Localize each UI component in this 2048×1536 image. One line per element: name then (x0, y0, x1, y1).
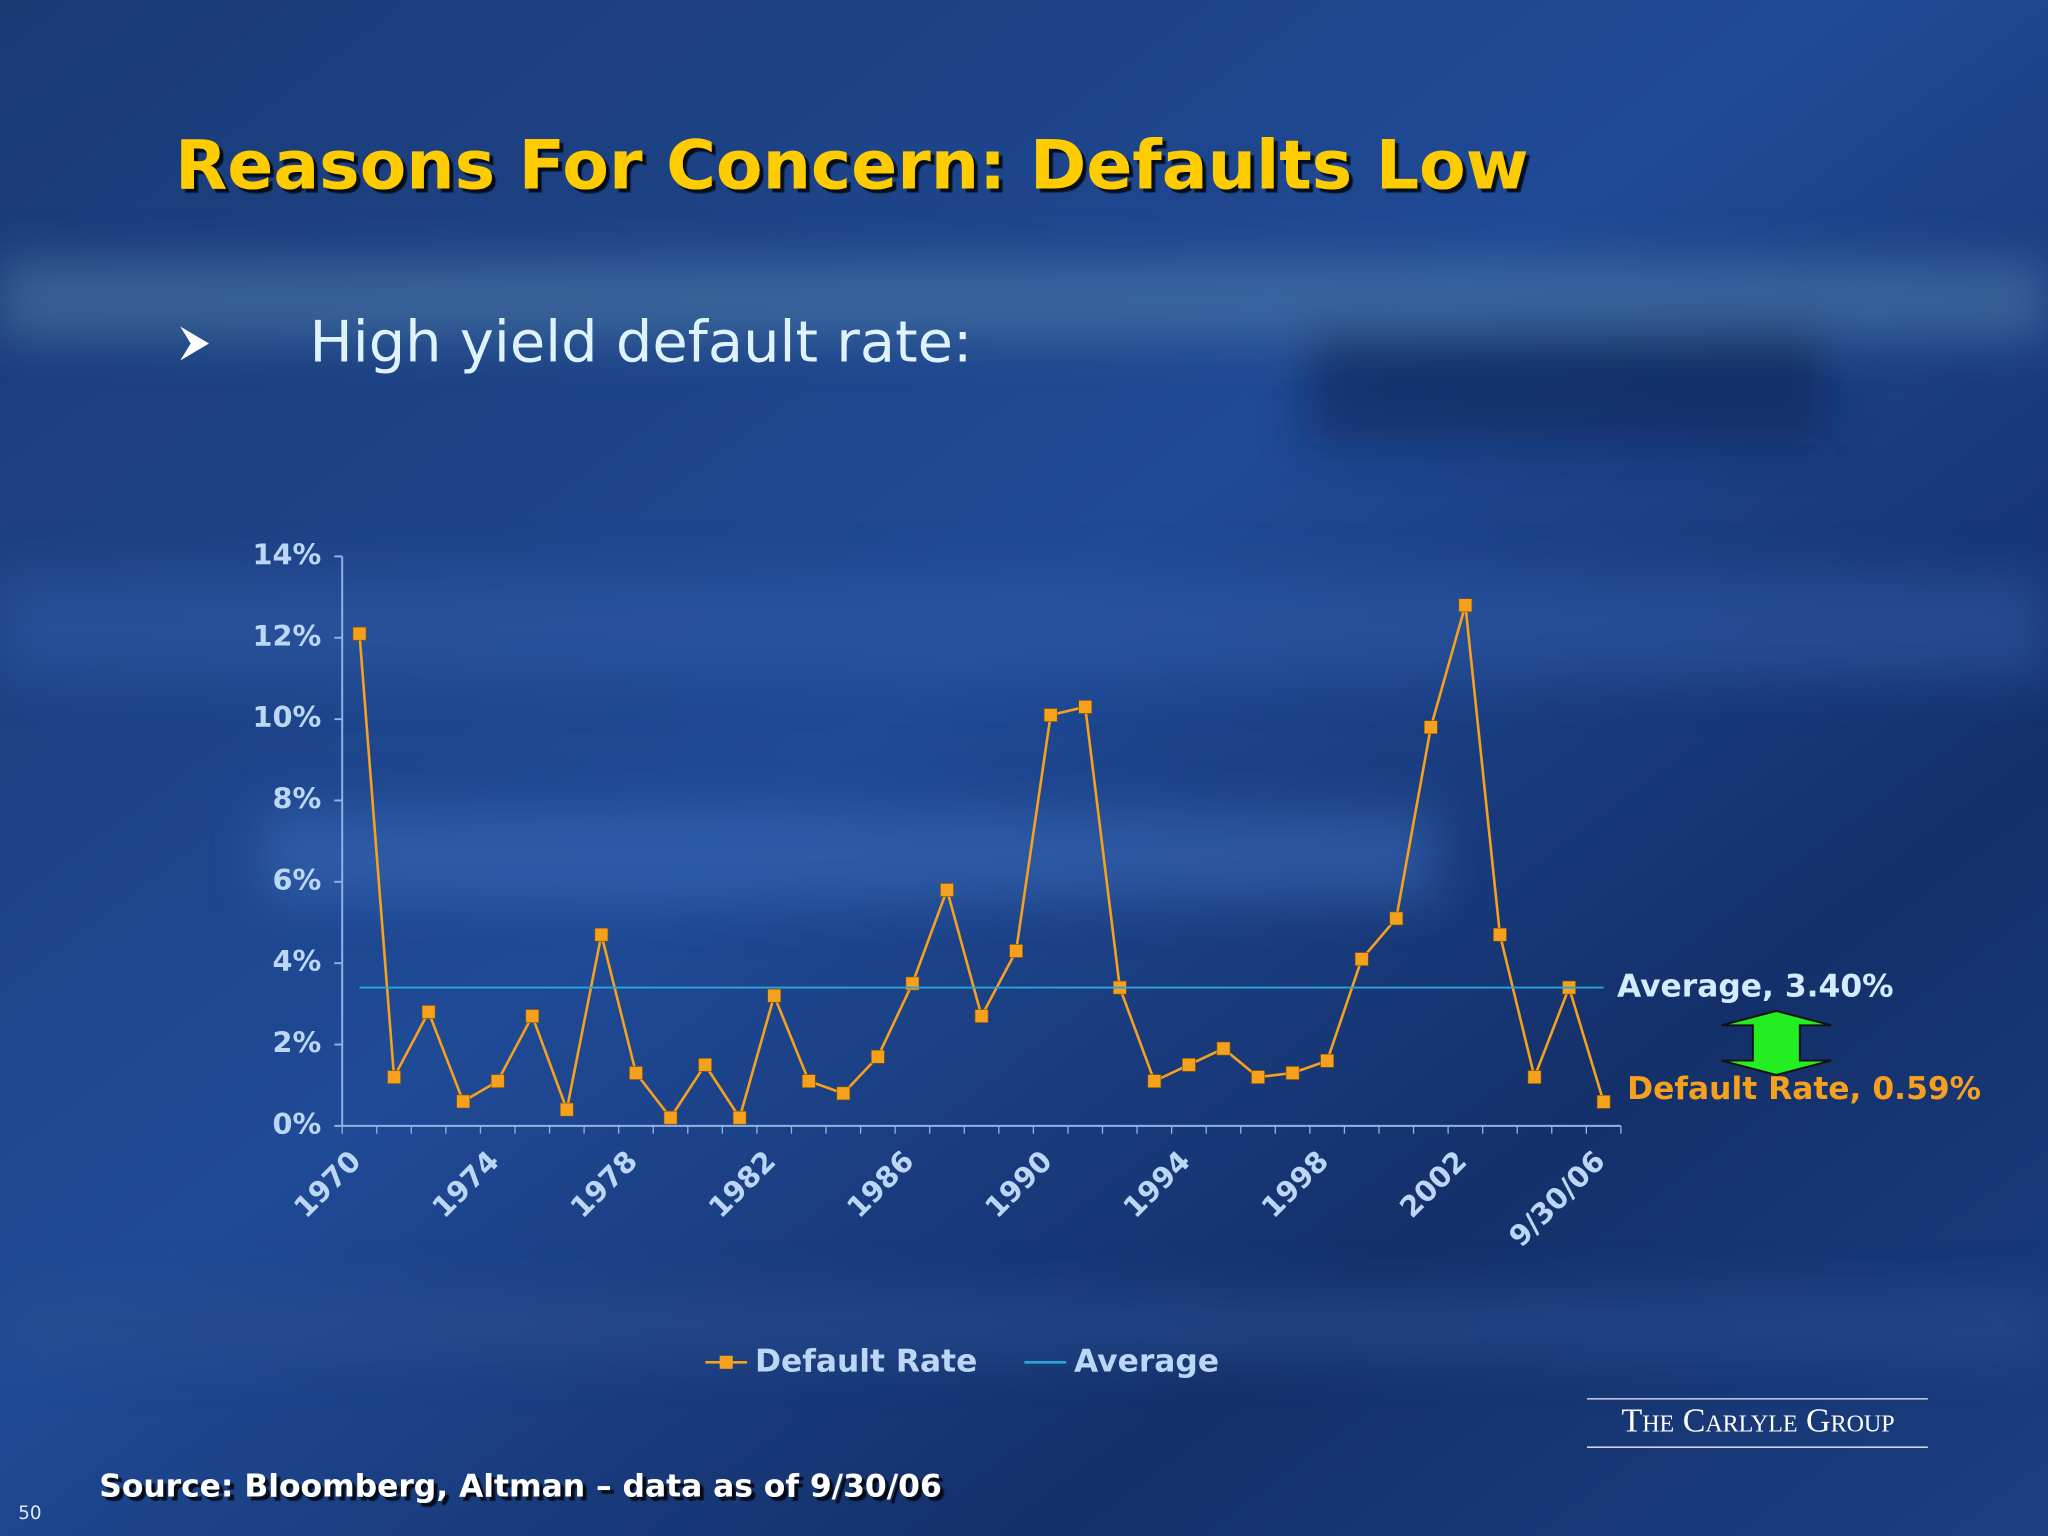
point-marker (871, 1049, 885, 1064)
y-tick-label: 6% (273, 863, 322, 897)
point-marker (732, 1110, 747, 1125)
source-note: Source: Bloomberg, Altman – data as of 9… (99, 1469, 942, 1505)
legend-marker (719, 1355, 733, 1369)
point-marker (1285, 1066, 1300, 1080)
y-tick-label: 14% (253, 537, 322, 571)
logo: The Carlyle Group (1621, 1402, 1894, 1439)
point-marker (1596, 1095, 1611, 1109)
point-marker (1147, 1074, 1162, 1088)
y-tick-label: 12% (253, 619, 322, 653)
point-marker (490, 1074, 505, 1088)
point-marker (974, 1009, 989, 1023)
annotation: Average, 3.40% (1617, 969, 1894, 1005)
y-tick-label: 10% (253, 700, 322, 734)
point-marker (836, 1086, 851, 1101)
point-marker (1251, 1070, 1265, 1084)
point-marker (421, 1005, 436, 1019)
point-marker (1320, 1053, 1335, 1068)
point-marker (767, 988, 782, 1003)
y-tick-label: 8% (273, 781, 322, 815)
point-marker (1009, 944, 1023, 958)
gap-arrow (1721, 1009, 1832, 1076)
point-marker (594, 927, 609, 942)
point-marker (698, 1058, 712, 1072)
point-marker (940, 883, 954, 897)
point-marker (1354, 952, 1369, 966)
y-tick-label: 4% (273, 944, 322, 978)
point-marker (1389, 911, 1404, 926)
point-marker (352, 626, 367, 641)
point-marker (801, 1074, 816, 1088)
point-marker (456, 1094, 471, 1109)
point-marker (559, 1102, 574, 1117)
point-marker (387, 1070, 401, 1084)
annotation: Default Rate, 0.59% (1627, 1071, 1981, 1107)
y-tick-label: 0% (273, 1107, 322, 1141)
point-marker (1458, 598, 1473, 613)
point-marker (1078, 700, 1093, 714)
point-marker (1527, 1070, 1542, 1084)
y-tick-label: 2% (273, 1026, 322, 1060)
point-marker (1493, 927, 1507, 942)
page-number: 50 (18, 1503, 41, 1524)
bullet-text: High yield default rate: (310, 309, 973, 376)
point-marker (1182, 1058, 1196, 1072)
slide-title: Reasons For Concern: Defaults Low (175, 126, 1528, 205)
point-marker (1043, 708, 1058, 722)
point-marker (629, 1066, 643, 1080)
bullet-arrow (180, 326, 209, 361)
point-marker (663, 1110, 678, 1125)
point-marker (525, 1009, 540, 1023)
point-marker (1216, 1041, 1231, 1056)
legend-label: Average (1074, 1343, 1219, 1379)
point-marker (1423, 720, 1438, 735)
legend-label: Default Rate (755, 1343, 977, 1379)
background-streaks (0, 261, 2048, 1359)
